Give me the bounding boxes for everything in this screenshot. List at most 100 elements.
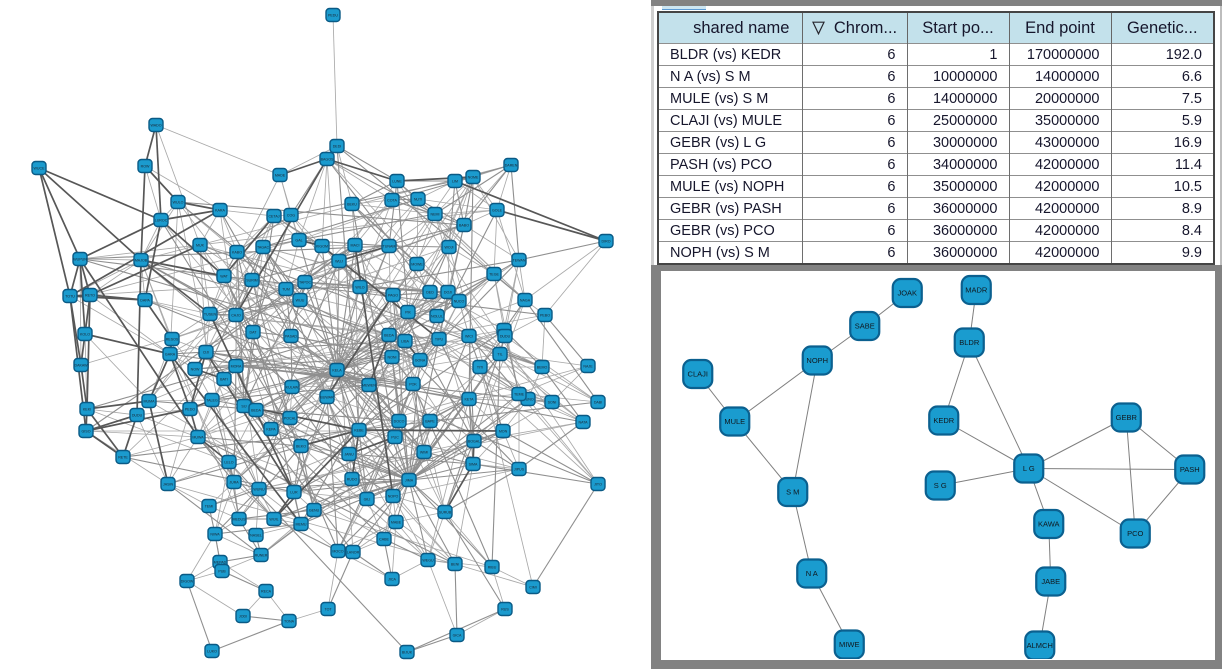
svg-text:WIJIL: WIJIL bbox=[269, 517, 278, 521]
svg-text:NONI: NONI bbox=[388, 355, 397, 359]
svg-text:KARA: KARA bbox=[215, 208, 225, 212]
svg-text:S G: S G bbox=[934, 481, 947, 490]
svg-text:SURIM: SURIM bbox=[246, 278, 258, 282]
svg-text:JICA: JICA bbox=[388, 577, 396, 581]
svg-text:PASH: PASH bbox=[1180, 465, 1200, 474]
svg-text:PUB: PUB bbox=[218, 569, 226, 573]
svg-text:MADE: MADE bbox=[275, 173, 286, 177]
svg-text:MON: MON bbox=[499, 429, 508, 433]
svg-text:WUCE: WUCE bbox=[34, 166, 46, 170]
svg-text:LANOR: LANOR bbox=[347, 550, 360, 554]
svg-text:WULO: WULO bbox=[173, 200, 184, 204]
svg-text:MORA: MORA bbox=[231, 364, 242, 368]
svg-text:MULE: MULE bbox=[724, 417, 745, 426]
svg-text:KOLO: KOLO bbox=[80, 332, 90, 336]
svg-text:PUC: PUC bbox=[391, 435, 399, 439]
svg-text:GONA: GONA bbox=[415, 358, 426, 362]
svg-text:JITO: JITO bbox=[594, 482, 602, 486]
svg-text:TITI: TITI bbox=[477, 365, 483, 369]
svg-text:NATA: NATA bbox=[578, 420, 588, 424]
svg-text:BEKO: BEKO bbox=[296, 444, 306, 448]
svg-text:SIMA: SIMA bbox=[469, 462, 478, 466]
svg-text:MUMA: MUMA bbox=[144, 399, 156, 403]
svg-text:TONA: TONA bbox=[284, 619, 295, 623]
svg-text:MEPAD: MEPAD bbox=[214, 560, 227, 564]
svg-text:MIWE: MIWE bbox=[839, 640, 859, 649]
svg-text:BABO: BABO bbox=[459, 223, 469, 227]
svg-text:BAPE: BAPE bbox=[425, 419, 435, 423]
svg-text:TIL: TIL bbox=[497, 352, 502, 356]
svg-text:BEDA: BEDA bbox=[384, 333, 394, 337]
svg-text:JIPUS: JIPUS bbox=[514, 467, 525, 471]
svg-text:LELO: LELO bbox=[224, 460, 233, 464]
svg-text:MABE: MABE bbox=[391, 520, 402, 524]
svg-text:L G: L G bbox=[1023, 464, 1035, 473]
svg-text:TALEG: TALEG bbox=[206, 398, 218, 402]
svg-text:DAREN: DAREN bbox=[505, 163, 518, 167]
svg-text:MEMU: MEMU bbox=[296, 522, 307, 526]
svg-text:LUR: LUR bbox=[290, 490, 298, 494]
svg-text:POCAL: POCAL bbox=[284, 416, 296, 420]
svg-text:KETA: KETA bbox=[464, 397, 474, 401]
svg-text:PEDO: PEDO bbox=[185, 407, 195, 411]
svg-text:KEDR: KEDR bbox=[933, 416, 954, 425]
svg-text:COTA: COTA bbox=[387, 198, 397, 202]
svg-text:JASIN: JASIN bbox=[163, 482, 174, 486]
svg-text:TEWAN: TEWAN bbox=[513, 258, 526, 262]
svg-text:DEDI: DEDI bbox=[333, 144, 342, 148]
svg-text:SIJ: SIJ bbox=[241, 404, 246, 408]
svg-text:LIM: LIM bbox=[452, 179, 458, 183]
svg-text:RUNER: RUNER bbox=[255, 553, 268, 557]
svg-text:PCO: PCO bbox=[1127, 529, 1143, 538]
svg-text:GOLE: GOLE bbox=[492, 208, 503, 212]
svg-text:DOCO: DOCO bbox=[394, 419, 405, 423]
svg-text:PEDU: PEDU bbox=[328, 13, 338, 17]
svg-text:MOWE: MOWE bbox=[411, 262, 423, 266]
svg-text:CIJI: CIJI bbox=[203, 350, 209, 354]
svg-text:CETAJ: CETAJ bbox=[268, 214, 279, 218]
svg-text:WUJ: WUJ bbox=[335, 259, 343, 263]
svg-text:TUSEN: TUSEN bbox=[204, 312, 217, 316]
svg-text:KEBE: KEBE bbox=[354, 428, 364, 432]
svg-text:CABE: CABE bbox=[379, 537, 389, 541]
svg-text:BATI: BATI bbox=[220, 377, 228, 381]
svg-text:NOPH: NOPH bbox=[806, 356, 828, 365]
svg-text:WEGU: WEGU bbox=[422, 558, 434, 562]
svg-text:PEBO: PEBO bbox=[540, 313, 550, 317]
svg-text:KABO: KABO bbox=[232, 250, 242, 254]
svg-text:JOAK: JOAK bbox=[897, 289, 917, 298]
svg-text:BEDA: BEDA bbox=[251, 408, 261, 412]
svg-text:NAJE: NAJE bbox=[583, 364, 593, 368]
svg-text:RETE: RETE bbox=[118, 455, 128, 459]
svg-text:MOCO: MOCO bbox=[332, 549, 343, 553]
svg-text:WICI: WICI bbox=[465, 334, 473, 338]
svg-text:WADO: WADO bbox=[150, 123, 161, 127]
svg-text:DIRO: DIRO bbox=[602, 239, 611, 243]
svg-text:NEMI: NEMI bbox=[431, 212, 440, 216]
svg-text:PIK: PIK bbox=[405, 310, 411, 314]
svg-text:MACI: MACI bbox=[351, 243, 360, 247]
svg-text:BLDR: BLDR bbox=[959, 338, 980, 347]
svg-text:DAPA: DAPA bbox=[140, 298, 150, 302]
svg-text:PAGO: PAGO bbox=[388, 293, 398, 297]
svg-text:RESOS: RESOS bbox=[166, 337, 179, 341]
svg-text:COG: COG bbox=[287, 213, 295, 217]
svg-text:PASAD: PASAD bbox=[285, 334, 297, 338]
svg-text:NUCO: NUCO bbox=[454, 299, 465, 303]
svg-text:DAT: DAT bbox=[250, 330, 258, 334]
svg-text:TOTU: TOTU bbox=[65, 294, 75, 298]
svg-text:DABI: DABI bbox=[594, 400, 602, 404]
svg-text:LUNE: LUNE bbox=[392, 179, 402, 183]
svg-text:SONI: SONI bbox=[548, 400, 557, 404]
svg-text:NUTI: NUTI bbox=[414, 197, 422, 201]
svg-text:WIMI: WIMI bbox=[420, 450, 428, 454]
svg-text:DUDU: DUDU bbox=[500, 334, 511, 338]
svg-text:WUNO: WUNO bbox=[522, 397, 534, 401]
svg-text:N A: N A bbox=[806, 569, 818, 578]
svg-text:DUDU: DUDU bbox=[132, 413, 143, 417]
svg-text:JABE: JABE bbox=[1041, 577, 1060, 586]
svg-text:TEME: TEME bbox=[514, 392, 525, 396]
svg-text:S M: S M bbox=[786, 488, 799, 497]
svg-text:BOGAL: BOGAL bbox=[468, 439, 480, 443]
svg-text:MAJOB: MAJOB bbox=[135, 258, 148, 262]
